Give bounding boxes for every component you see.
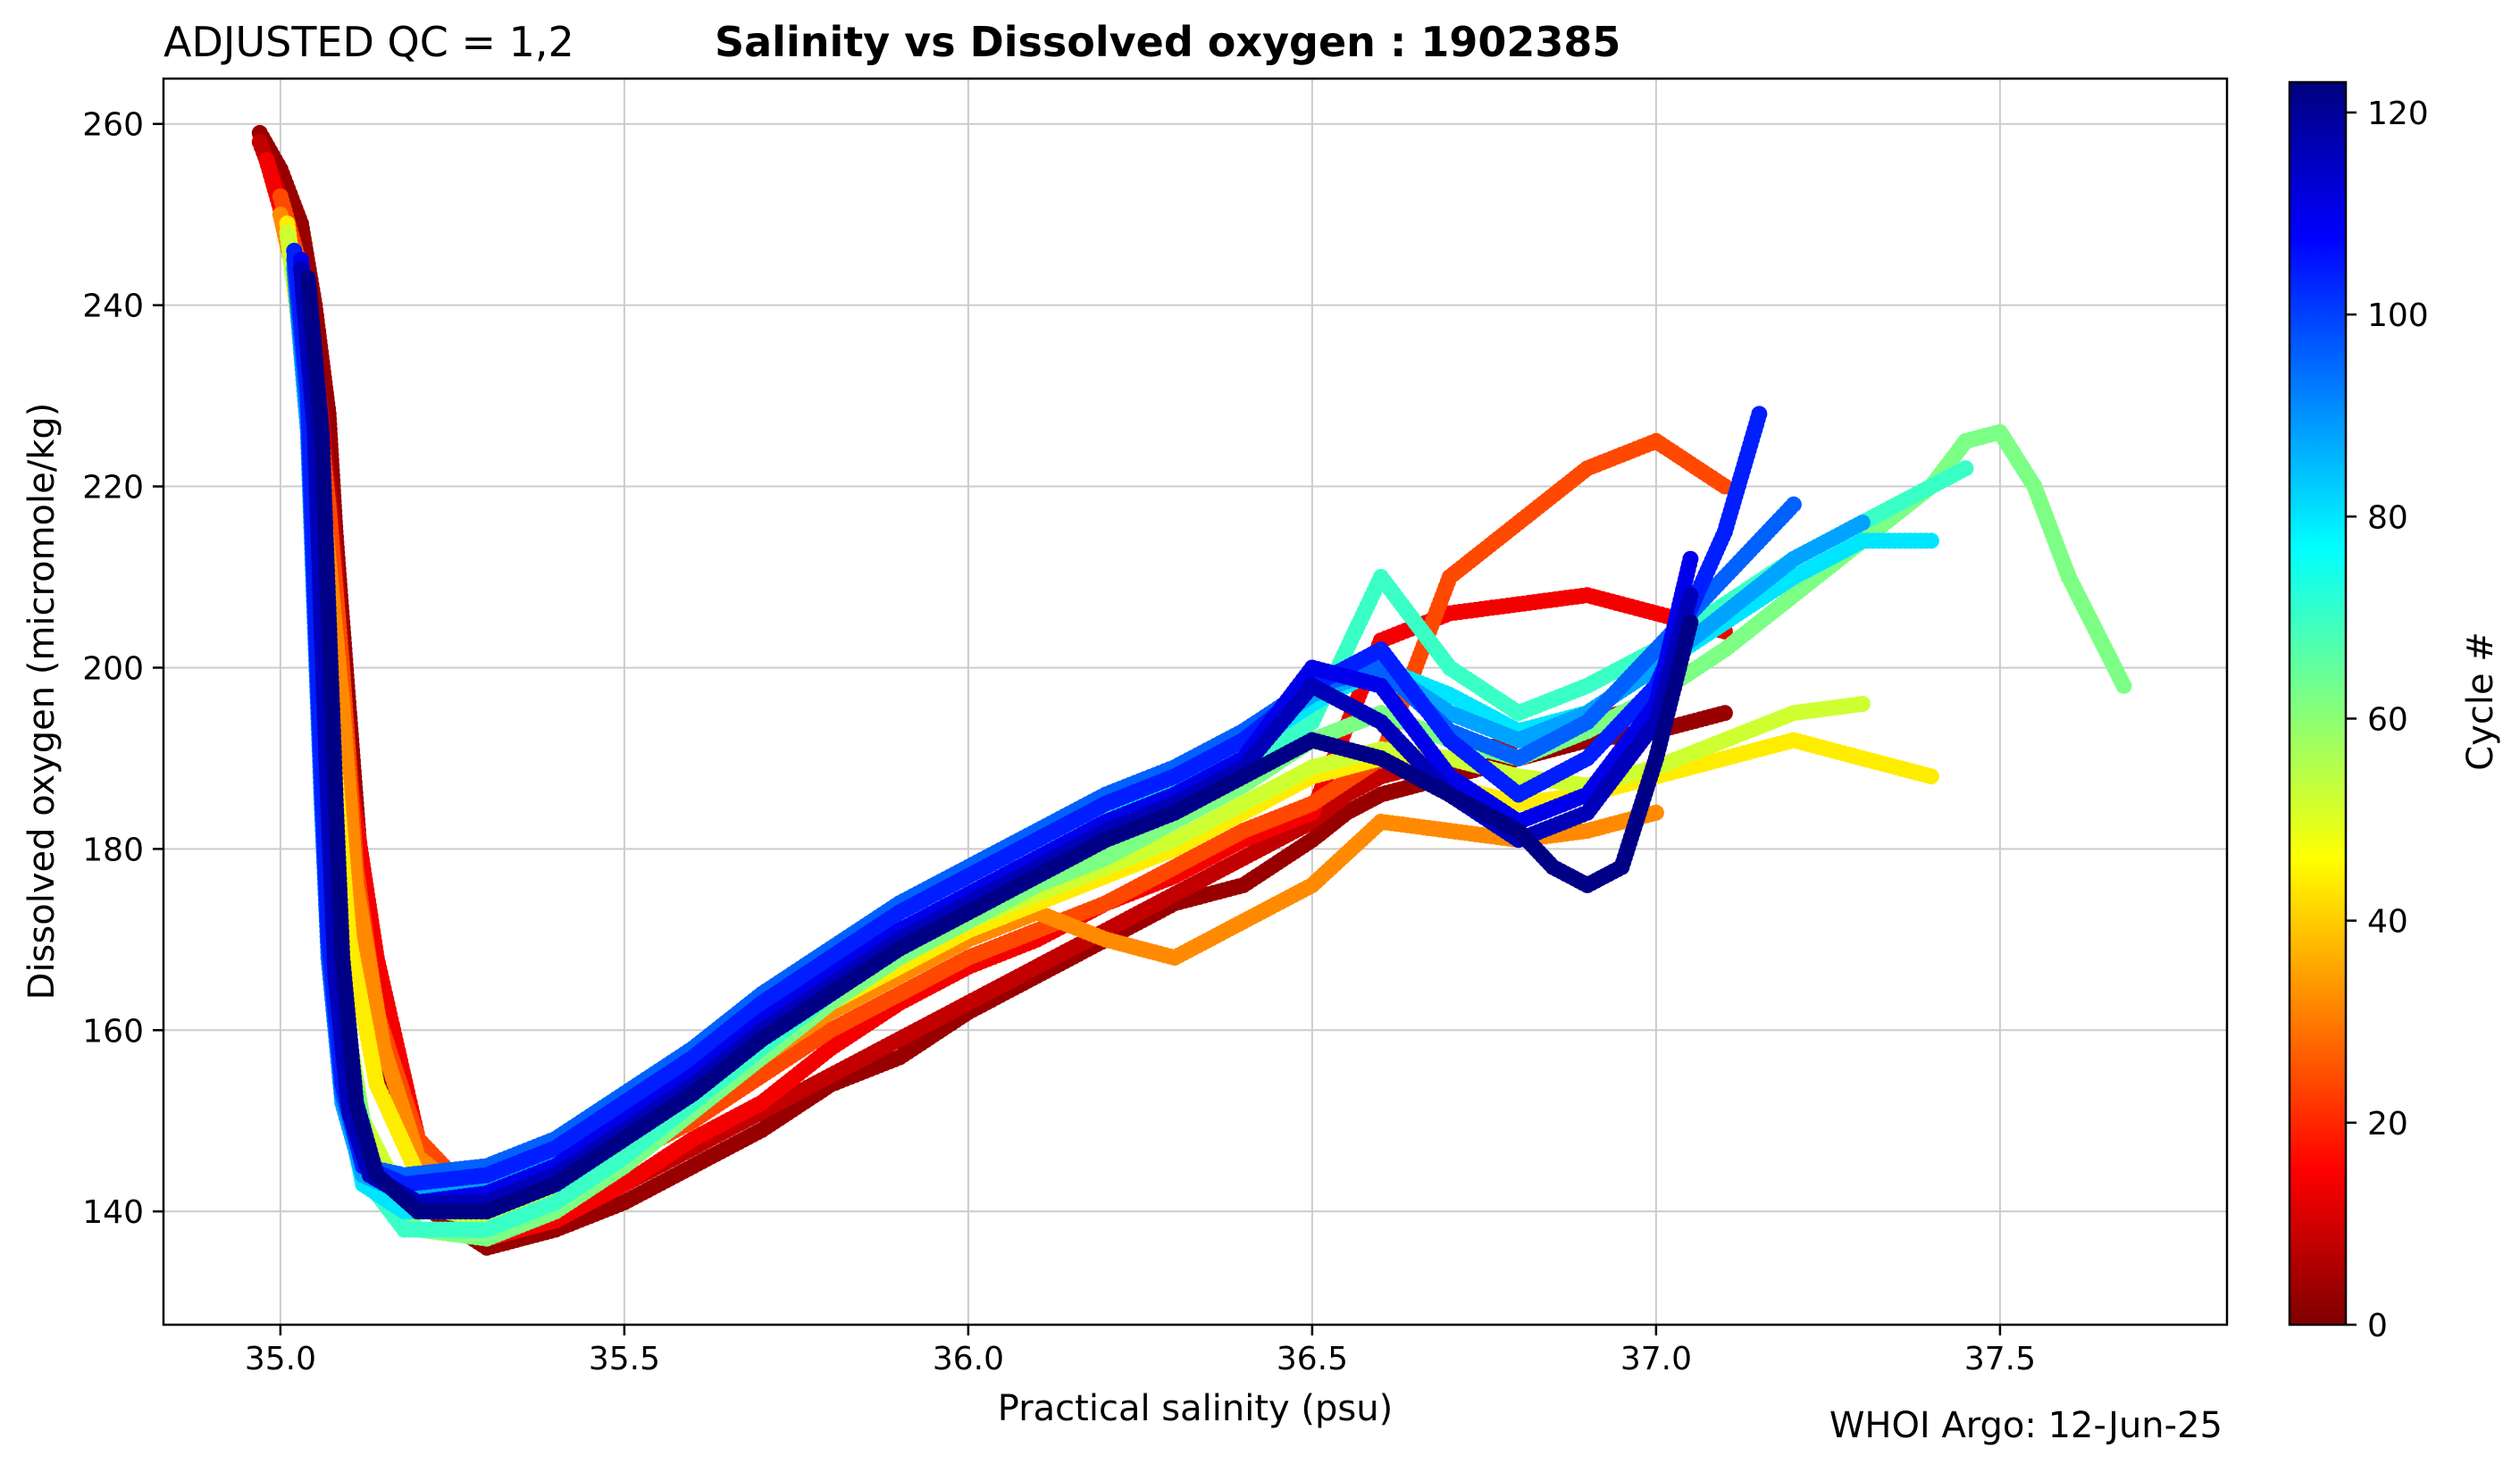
data-point	[2115, 677, 2132, 694]
data-point	[1854, 696, 1871, 712]
series-cycle-3	[251, 124, 1733, 1256]
data-point	[1647, 804, 1664, 821]
data-point	[1957, 460, 1974, 477]
scatter-points	[251, 124, 2132, 1256]
data-point	[1716, 705, 1733, 722]
data-point	[1922, 768, 1939, 785]
grid-lines	[163, 79, 2227, 1325]
series-cycle-80	[286, 261, 1939, 1220]
series-cycle-8	[251, 134, 1664, 1238]
